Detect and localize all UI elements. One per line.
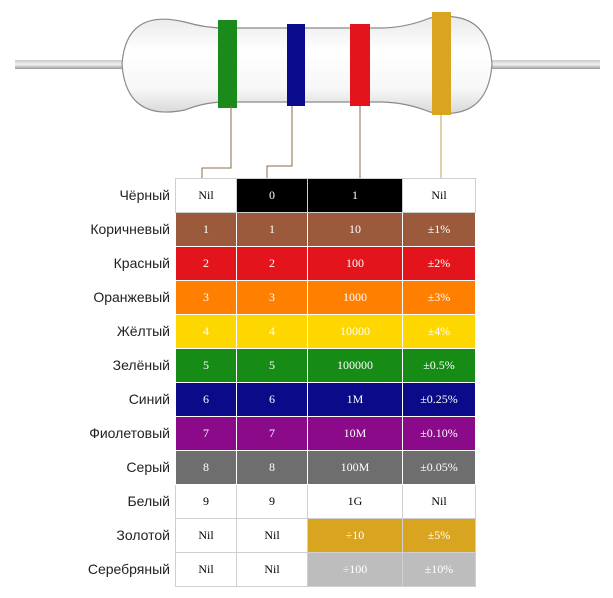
color-name-label: Серебряный	[87, 561, 170, 577]
second-digit-cell: Nil	[236, 552, 308, 587]
multiplier-cell: 100	[307, 246, 403, 281]
second-digit-cell: 4	[236, 314, 308, 349]
color-name-label: Коричневый	[90, 221, 170, 237]
second-digit-cell: 2	[236, 246, 308, 281]
multiplier-cell: ÷100	[307, 552, 403, 587]
multiplier-cell: 1000	[307, 280, 403, 315]
first-digit-cell: 2	[175, 246, 237, 281]
first-digit-cell: Nil	[175, 178, 237, 213]
second-digit-cell: 5	[236, 348, 308, 383]
multiplier-cell: 100000	[307, 348, 403, 383]
table-row: Nil Nil ÷100 ±10%	[175, 552, 476, 587]
color-name-label: Синий	[128, 391, 170, 407]
table-row: 9 9 1G Nil	[175, 484, 476, 519]
first-digit-cell: 1	[175, 212, 237, 247]
second-digit-cell: 3	[236, 280, 308, 315]
second-digit-cell: 1	[236, 212, 308, 247]
tolerance-cell: ±0.05%	[402, 450, 476, 485]
multiplier-cell: 100M	[307, 450, 403, 485]
tolerance-cell: ±0.10%	[402, 416, 476, 451]
tolerance-cell: ±1%	[402, 212, 476, 247]
tolerance-cell: ±4%	[402, 314, 476, 349]
right-lead-wire	[482, 60, 600, 69]
table-row: Nil Nil ÷10 ±5%	[175, 518, 476, 553]
table-row: 4 4 10000 ±4%	[175, 314, 476, 349]
color-name-label: Золотой	[116, 527, 170, 543]
first-digit-cell: 9	[175, 484, 237, 519]
color-name-label: Фиолетовый	[89, 425, 170, 441]
second-digit-cell: 8	[236, 450, 308, 485]
connector-line-band-1	[201, 106, 232, 178]
connector-line-band-2	[266, 106, 293, 178]
multiplier-cell: 10	[307, 212, 403, 247]
band-3	[350, 24, 370, 106]
first-digit-cell: 3	[175, 280, 237, 315]
multiplier-cell: 1	[307, 178, 403, 213]
tolerance-cell: ±0.5%	[402, 348, 476, 383]
color-name-label: Красный	[113, 255, 170, 271]
first-digit-cell: 5	[175, 348, 237, 383]
first-digit-cell: 8	[175, 450, 237, 485]
second-digit-cell: 7	[236, 416, 308, 451]
tolerance-cell: ±3%	[402, 280, 476, 315]
table-row: 7 7 10M ±0.10%	[175, 416, 476, 451]
second-digit-cell: 6	[236, 382, 308, 417]
color-name-label: Жёлтый	[116, 323, 170, 339]
table-row: Nil 0 1 Nil	[175, 178, 476, 213]
color-name-label: Серый	[126, 459, 170, 475]
multiplier-cell: 10M	[307, 416, 403, 451]
color-name-label: Оранжевый	[93, 289, 170, 305]
tolerance-cell: Nil	[402, 484, 476, 519]
first-digit-cell: Nil	[175, 552, 237, 587]
table-row: 2 2 100 ±2%	[175, 246, 476, 281]
table-row: 5 5 100000 ±0.5%	[175, 348, 476, 383]
tolerance-cell: ±2%	[402, 246, 476, 281]
tolerance-cell: Nil	[402, 178, 476, 213]
color-name-label: Чёрный	[119, 187, 170, 203]
tolerance-cell: ±10%	[402, 552, 476, 587]
table-row: 8 8 100M ±0.05%	[175, 450, 476, 485]
tolerance-cell: ±5%	[402, 518, 476, 553]
color-name-label: Белый	[127, 493, 170, 509]
multiplier-cell: ÷10	[307, 518, 403, 553]
band-1	[218, 20, 237, 108]
table-row: 1 1 10 ±1%	[175, 212, 476, 247]
left-lead-wire	[15, 60, 130, 69]
table-row: 6 6 1M ±0.25%	[175, 382, 476, 417]
band-4	[432, 12, 451, 115]
color-name-label: Зелёный	[112, 357, 170, 373]
second-digit-cell: Nil	[236, 518, 308, 553]
multiplier-cell: 1G	[307, 484, 403, 519]
resistor-body	[121, 15, 493, 114]
tolerance-cell: ±0.25%	[402, 382, 476, 417]
resistor-color-code-table: Nil 0 1 Nil 1 1 10 ±1% 2 2 100 ±2% 3 3 1000 ±3% 4 4 10000 ±…	[175, 178, 476, 587]
first-digit-cell: 6	[175, 382, 237, 417]
color-name-column: Чёрный Коричневый Красный Оранжевый Жёлтый Зе…	[0, 178, 170, 586]
first-digit-cell: 4	[175, 314, 237, 349]
multiplier-cell: 1M	[307, 382, 403, 417]
first-digit-cell: 7	[175, 416, 237, 451]
resistor-illustration	[15, 12, 600, 178]
multiplier-cell: 10000	[307, 314, 403, 349]
table-row: 3 3 1000 ±3%	[175, 280, 476, 315]
second-digit-cell: 9	[236, 484, 308, 519]
second-digit-cell: 0	[236, 178, 308, 213]
first-digit-cell: Nil	[175, 518, 237, 553]
band-2	[287, 24, 305, 106]
